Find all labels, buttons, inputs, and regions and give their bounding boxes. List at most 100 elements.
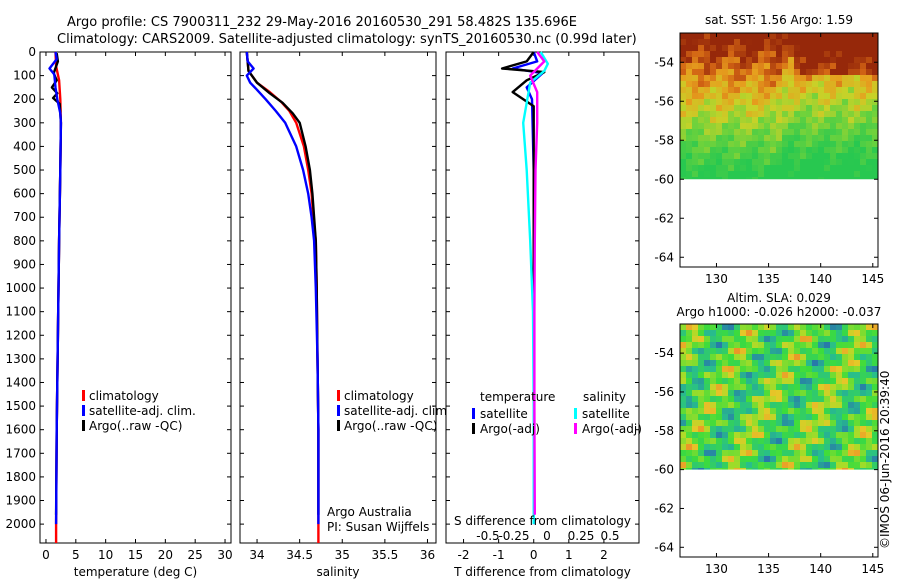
sla-cell — [866, 426, 872, 432]
sla-cell — [872, 402, 878, 408]
sst-cell — [734, 87, 740, 93]
sla-cell — [722, 378, 728, 384]
sla-lat-tick-label: -60 — [654, 463, 674, 477]
sla-cell — [866, 402, 872, 408]
sst-cell — [860, 177, 866, 180]
y-tick-label: 1000 — [5, 281, 36, 295]
sst-cell — [854, 171, 860, 177]
sst-cell — [830, 105, 836, 111]
sst-cell — [770, 69, 776, 75]
sla-cell — [788, 432, 794, 438]
sla-cell — [704, 426, 710, 432]
sla-cell — [812, 390, 818, 396]
sst-cell — [836, 159, 842, 165]
sst-cell — [860, 153, 866, 159]
sst-cell — [728, 33, 734, 39]
sla-cell — [848, 468, 854, 470]
sst-cell — [836, 69, 842, 75]
sst-cell — [782, 87, 788, 93]
sst-cell — [794, 51, 800, 57]
sst-cell — [872, 147, 878, 153]
sla-cell — [716, 444, 722, 450]
sst-cell — [782, 51, 788, 57]
sst-cell — [704, 135, 710, 141]
sla-cell — [728, 402, 734, 408]
sla-cell — [692, 348, 698, 354]
sla-cell — [752, 438, 758, 444]
sla-cell — [764, 342, 770, 348]
sst-cell — [782, 129, 788, 135]
sla-cell — [716, 354, 722, 360]
sla-cell — [848, 390, 854, 396]
sla-cell — [710, 438, 716, 444]
sst-cell — [776, 75, 782, 81]
sst-cell — [680, 123, 686, 129]
sst-cell — [758, 75, 764, 81]
sst-cell — [722, 69, 728, 75]
sst-cell — [866, 147, 872, 153]
sla-cell — [692, 444, 698, 450]
sst-cell — [782, 45, 788, 51]
sst-cell — [854, 45, 860, 51]
sst-cell — [776, 177, 782, 180]
sst-cell — [710, 123, 716, 129]
sst-cell — [848, 81, 854, 87]
diff-x-axis-label: T difference from climatology — [453, 565, 631, 579]
sla-cell — [770, 342, 776, 348]
sla-cell — [776, 360, 782, 366]
diff-secondary-tick-label: -0.25 — [498, 529, 529, 543]
y-tick-label: 1100 — [5, 305, 36, 319]
sst-cell — [698, 63, 704, 69]
sst-cell — [806, 141, 812, 147]
sst-cell — [710, 45, 716, 51]
sla-cell — [698, 336, 704, 342]
sla-cell — [740, 396, 746, 402]
y-tick-label: 2000 — [5, 517, 36, 531]
sst-cell — [806, 57, 812, 63]
sla-cell — [806, 360, 812, 366]
sst-cell — [806, 45, 812, 51]
sst-cell — [752, 99, 758, 105]
sla-cell — [872, 378, 878, 384]
sla-cell — [758, 378, 764, 384]
sla-cell — [716, 396, 722, 402]
sla-cell — [764, 348, 770, 354]
sla-cell — [812, 432, 818, 438]
sst-cell — [770, 63, 776, 69]
sla-cell — [734, 408, 740, 414]
sla-cell — [860, 384, 866, 390]
sla-cell — [788, 420, 794, 426]
sst-cell — [830, 57, 836, 63]
sst-cell — [812, 111, 818, 117]
sla-cell — [710, 432, 716, 438]
sla-cell — [830, 408, 836, 414]
sst-cell — [722, 123, 728, 129]
sla-cell — [782, 462, 788, 468]
sla-cell — [800, 354, 806, 360]
sla-cell — [866, 354, 872, 360]
sla-cell — [746, 444, 752, 450]
sst-cell — [722, 99, 728, 105]
sla-cell — [770, 450, 776, 456]
sla-cell — [728, 360, 734, 366]
sst-cell — [740, 45, 746, 51]
sla-cell — [854, 408, 860, 414]
sst-cell — [698, 129, 704, 135]
sla-cell — [746, 468, 752, 470]
sla-cell — [824, 336, 830, 342]
sst-cell — [788, 75, 794, 81]
sst-cell — [764, 123, 770, 129]
sla-cell — [734, 330, 740, 336]
sst-cell — [776, 57, 782, 63]
sla-cell — [848, 420, 854, 426]
sla-cell — [818, 336, 824, 342]
sla-cell — [692, 390, 698, 396]
sla-cell — [830, 378, 836, 384]
sla-cell — [824, 408, 830, 414]
sla-cell — [680, 444, 686, 450]
sla-cell — [848, 432, 854, 438]
sst-cell — [794, 81, 800, 87]
sst-cell — [758, 159, 764, 165]
sst-cell — [812, 69, 818, 75]
sst-cell — [824, 105, 830, 111]
